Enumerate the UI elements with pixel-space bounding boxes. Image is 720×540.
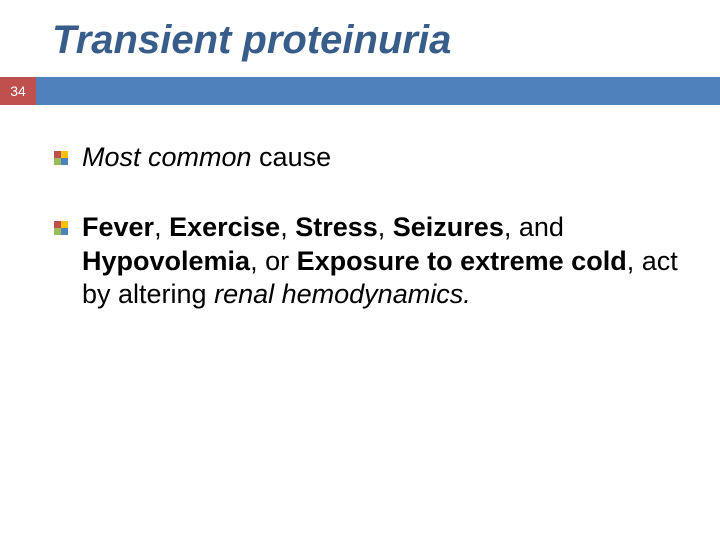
bullet-item: Most common cause <box>54 141 680 175</box>
content-area: Most common cause Fever, Exercise, Stres… <box>0 105 720 312</box>
text-run: Exercise <box>169 212 280 242</box>
text-run: Seizures <box>393 212 504 242</box>
text-run: cause <box>252 142 332 172</box>
bullet-text: Fever, Exercise, Stress, Seizures, and H… <box>82 211 680 312</box>
bullet-icon <box>54 151 68 165</box>
bullet-item: Fever, Exercise, Stress, Seizures, and H… <box>54 211 680 312</box>
bullet-text: Most common cause <box>82 141 331 175</box>
text-run: Stress <box>295 212 378 242</box>
slide-title: Transient proteinuria <box>52 18 720 63</box>
text-run: Fever <box>82 212 154 242</box>
header-bar: 34 <box>0 77 720 105</box>
text-run: renal hemodynamics. <box>214 279 471 309</box>
text-run: , <box>378 212 393 242</box>
header-blue-bar <box>36 77 720 105</box>
title-area: Transient proteinuria <box>0 0 720 77</box>
text-run: Exposure to extreme cold <box>297 246 627 276</box>
text-run: Hypovolemia <box>82 246 250 276</box>
page-number-box: 34 <box>0 77 36 105</box>
text-run: Most common <box>82 142 252 172</box>
text-run: , <box>280 212 295 242</box>
text-run: , or <box>250 246 297 276</box>
bullet-icon <box>54 221 68 235</box>
text-run: , and <box>504 212 564 242</box>
text-run: , <box>154 212 169 242</box>
